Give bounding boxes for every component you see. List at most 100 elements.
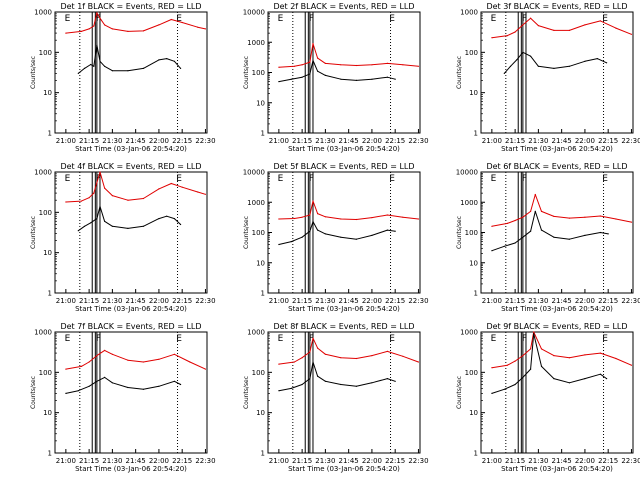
data-point-events [317,70,319,72]
data-point-lld [111,28,113,30]
data-point-lld [530,348,532,350]
data-point-lld [312,43,314,45]
data-point-events [540,229,543,231]
x-tick-label: 22:00 [149,457,169,465]
x-tick-label: 22:00 [362,137,382,145]
data-point-events [93,65,95,67]
data-point-lld [491,367,493,369]
y-tick-label: 10 [469,409,478,417]
data-point-lld [278,66,280,68]
data-point-lld [65,201,67,203]
data-point-lld [553,355,555,357]
data-point-events [371,234,373,236]
x-tick-label: 21:45 [552,457,572,465]
data-point-events [394,78,396,80]
y-tick-label: 100 [39,49,52,57]
data-point-events [596,58,598,60]
y-tick-label: 1 [474,130,478,138]
data-point-events [599,373,602,375]
data-point-lld [340,64,342,66]
data-point-lld [324,216,326,218]
data-point-events [530,55,532,57]
data-point-lld [386,350,388,352]
y-tick-label: 1 [48,450,52,458]
series-line-lld [278,200,419,220]
y-tick-label: 10 [256,259,265,267]
plot-frame [54,11,208,134]
x-axis-label: Start Time (03-Jan-06 20:54:20) [501,145,613,153]
x-axis-label: Start Time (03-Jan-06 20:54:20) [288,305,400,313]
panel-title: Det 9f BLACK = Events, RED = LLD [486,322,627,331]
data-point-events [158,385,160,387]
x-tick-label: 21:15 [292,137,312,145]
data-point-lld [293,217,295,220]
data-point-lld [301,216,303,218]
marker-letter: E [65,14,71,24]
panel-title: Det 7f BLACK = Events, RED = LLD [60,322,201,331]
y-tick-label: 1000 [247,39,265,47]
y-axis-label: Counts/sec [456,376,463,409]
data-point-lld [158,188,160,190]
data-point-events [516,59,518,61]
x-tick-label: 21:15 [505,457,525,465]
x-tick-label: 22:00 [149,137,169,145]
data-point-lld [104,187,106,189]
panel-title: Det 8f BLACK = Events, RED = LLD [273,322,414,331]
y-axis-label: Counts/sec [243,216,250,249]
data-point-lld [402,216,404,218]
data-point-events [530,230,532,232]
data-point-lld [568,217,571,219]
data-point-events [173,60,175,62]
data-point-events [386,76,388,78]
data-point-lld [371,64,373,66]
x-tick-label: 21:00 [269,137,289,145]
data-point-lld [402,355,404,357]
x-tick-label: 22:15 [172,137,192,145]
data-point-lld [540,348,543,350]
x-tick-label: 21:45 [552,137,572,145]
data-point-events [386,229,388,231]
x-tick-label: 21:00 [482,457,502,465]
marker-letter: E [389,174,395,184]
data-point-events [530,368,532,370]
data-point-lld [340,357,342,359]
data-point-events [278,390,280,392]
marker-letter: E [491,334,497,344]
data-point-lld [278,363,280,365]
x-tick-label: 22:00 [575,297,595,305]
panel-det-7: Det 7f BLACK = Events, RED = LLD 1 10 100 10… [30,322,216,473]
plot-frame [267,171,421,294]
data-point-events [88,385,90,387]
data-point-lld [530,210,532,212]
plot-frame [54,171,208,294]
data-point-events [606,62,608,64]
data-point-events [77,230,79,232]
y-tick-label: 10 [43,409,52,417]
data-point-events [99,60,101,62]
data-point-lld [355,357,357,360]
data-point-events [324,233,326,235]
data-point-lld [371,217,373,219]
data-point-lld [417,361,419,363]
data-point-lld [301,64,303,66]
marker-letter: E [176,174,182,184]
data-point-lld [80,200,82,202]
data-point-lld [88,361,90,363]
data-point-events [127,227,129,229]
x-axis-label: Start Time (03-Jan-06 20:54:20) [288,465,400,473]
x-tick-label: 21:00 [56,297,76,305]
data-point-lld [317,213,319,215]
data-point-lld [189,361,191,363]
data-point-events [158,218,160,220]
series-line-lld [65,171,206,203]
x-axis-label: Start Time (03-Jan-06 20:54:20) [501,465,613,473]
x-tick-label: 21:30 [102,297,122,305]
data-point-events [371,78,373,80]
data-point-lld [197,26,199,28]
data-point-lld [615,218,617,220]
data-point-events [371,382,373,384]
data-point-lld [99,171,101,173]
y-tick-label: 100 [465,229,478,237]
data-point-lld [599,20,602,22]
data-point-events [173,218,175,220]
